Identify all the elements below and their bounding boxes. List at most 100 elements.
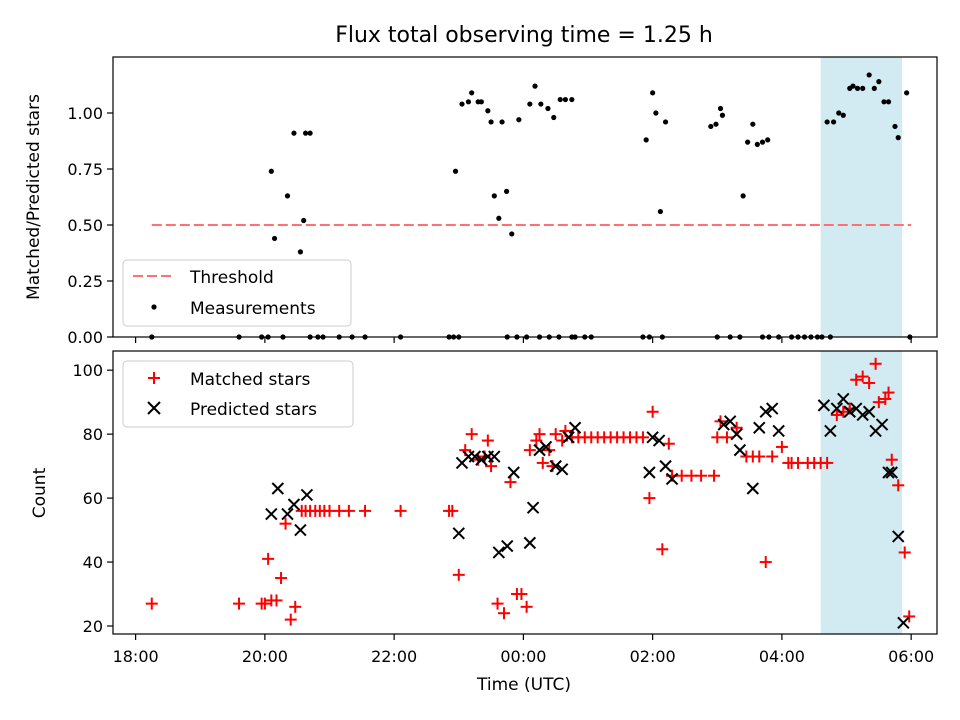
matched-star-point xyxy=(885,453,898,466)
measurement-point xyxy=(754,141,760,147)
measurement-point xyxy=(284,193,291,199)
matched-star-point xyxy=(520,600,533,613)
matched-star-point xyxy=(856,370,869,383)
x-tick-label: 02:00 xyxy=(630,647,676,666)
predicted-star-point xyxy=(897,616,910,630)
matched-star-point xyxy=(872,396,885,409)
chart-title: Flux total observing time = 1.25 h xyxy=(335,23,713,48)
matched-star-point xyxy=(730,421,743,434)
measurement-point xyxy=(745,139,751,145)
measurement-point xyxy=(657,208,663,215)
predicted-star-point xyxy=(652,434,666,447)
predicted-star-point xyxy=(294,523,307,537)
predicted-star-point xyxy=(492,546,506,559)
matched-star-point xyxy=(446,504,459,517)
measurement-point xyxy=(860,85,866,91)
matched-star-point xyxy=(869,357,882,370)
predicted-star-point xyxy=(875,418,889,431)
x-tick-label: 22:00 xyxy=(371,647,417,666)
measurement-point xyxy=(551,114,557,121)
predicted-star-point xyxy=(562,431,575,444)
measurement-point xyxy=(740,193,746,199)
matched-star-point xyxy=(270,594,283,607)
predicted-star-point xyxy=(856,408,869,422)
y-tick-label: 40 xyxy=(83,553,103,572)
matched-star-point xyxy=(882,386,895,399)
legend-matched-label: Matched stars xyxy=(190,370,310,390)
predicted-star-point xyxy=(452,527,465,540)
predicted-star-point xyxy=(287,498,301,511)
predicted-star-point xyxy=(730,427,743,441)
measurement-point xyxy=(452,168,459,174)
predicted-star-point xyxy=(746,482,760,495)
measurement-point xyxy=(485,108,491,114)
matched-star-point xyxy=(289,600,302,613)
ratio-legend: Threshold Measurements xyxy=(122,259,352,327)
measurement-point xyxy=(538,101,544,107)
matched-star-point xyxy=(279,517,292,530)
predicted-star-point xyxy=(507,466,520,479)
matched-star-point xyxy=(452,568,465,581)
x-axis-label: Time (UTC) xyxy=(476,675,571,695)
matched-star-point xyxy=(662,437,675,450)
predicted-star-point xyxy=(488,450,501,463)
measurement-point xyxy=(892,123,898,130)
measurement-point xyxy=(488,119,494,125)
measurement-point xyxy=(708,123,714,130)
counts-legend: Matched stars Predicted stars xyxy=(122,360,354,428)
measurement-point xyxy=(268,168,274,174)
predicted-star-point xyxy=(772,424,785,438)
ratio-plot-frame xyxy=(112,56,938,338)
predicted-star-point xyxy=(830,402,844,415)
x-tick-label: 20:00 xyxy=(242,647,288,666)
legend-predicted-swatch xyxy=(147,401,161,415)
predicted-star-point xyxy=(659,459,672,473)
matched-star-point xyxy=(342,504,355,517)
ratio-legend-box xyxy=(122,259,352,327)
measurement-point xyxy=(643,137,649,143)
matched-star-point xyxy=(497,607,510,620)
measurement-point xyxy=(491,193,497,199)
matched-star-point xyxy=(491,597,504,610)
measurement-point xyxy=(653,110,659,116)
measurement-point xyxy=(469,90,475,96)
matched-star-point xyxy=(284,613,297,626)
matched-star-point xyxy=(145,597,158,610)
measurement-point xyxy=(876,79,882,85)
measurement-point xyxy=(297,249,304,255)
measurement-point xyxy=(662,119,669,125)
legend-predicted-label: Predicted stars xyxy=(190,400,317,420)
matched-star-point xyxy=(536,456,549,469)
measurement-point xyxy=(478,99,484,105)
predicted-star-point xyxy=(837,392,850,406)
predicted-star-point xyxy=(271,482,285,495)
highlight-span xyxy=(820,57,903,337)
matched-star-point xyxy=(775,440,788,453)
matched-star-point xyxy=(863,376,876,389)
x-tick-label: 18:00 xyxy=(113,647,159,666)
measurement-point xyxy=(503,188,510,194)
measurement-point xyxy=(765,137,771,143)
matched-star-point xyxy=(830,408,843,421)
measurement-point xyxy=(301,217,307,224)
matched-star-point xyxy=(504,476,517,489)
matched-star-point xyxy=(708,469,721,482)
y-tick-label: 60 xyxy=(83,489,103,508)
counts-plot-frame xyxy=(112,350,938,635)
predicted-star-point xyxy=(646,431,659,444)
matched-star-point xyxy=(465,428,478,441)
x-tick-label: 06:00 xyxy=(888,647,934,666)
measurement-point xyxy=(527,101,533,107)
y-tick-label: 80 xyxy=(83,425,103,444)
measurement-point xyxy=(750,121,756,127)
measurement-point xyxy=(557,96,563,103)
predicted-star-point xyxy=(555,463,569,476)
predicted-star-point xyxy=(665,472,679,486)
predicted-star-point xyxy=(759,405,772,418)
y-tick-label: 1.00 xyxy=(67,104,103,123)
measurement-point xyxy=(824,119,830,125)
measurement-point xyxy=(866,72,872,78)
y-tick-label: 0.50 xyxy=(67,216,103,235)
legend-measurements-label: Measurements xyxy=(190,299,316,319)
matched-star-point xyxy=(766,450,779,463)
